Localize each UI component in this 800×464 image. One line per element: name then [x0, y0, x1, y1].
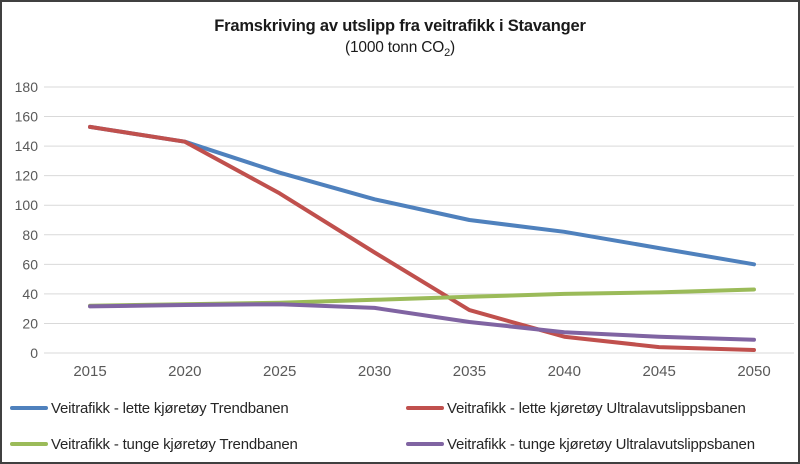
y-axis-tick-label: 60 — [22, 256, 38, 272]
x-axis-tick-label: 2030 — [358, 363, 391, 380]
y-axis-tick-label: 120 — [15, 168, 39, 184]
legend-label: Veitrafikk - lette kjøretøy Trendbanen — [51, 399, 289, 417]
y-axis-tick-label: 100 — [15, 197, 39, 213]
x-axis-tick-label: 2045 — [642, 363, 675, 380]
legend: Veitrafikk - lette kjøretøy Trendbanen Ve… — [2, 390, 798, 462]
y-axis-tick-label: 0 — [30, 345, 38, 361]
chart-title: Framskriving av utslipp fra veitrafikk i… — [214, 17, 586, 35]
y-axis-tick-label: 160 — [15, 109, 39, 125]
chart-subtitle-subscript: 2 — [444, 47, 451, 60]
legend-label: Veitrafikk - tunge kjøretøy Ultralavutsl… — [447, 435, 755, 453]
legend-line-marker — [406, 405, 444, 411]
legend-item-1: Veitrafikk - lette kjøretøy Ultralavutsl… — [406, 390, 798, 426]
series-line-3 — [88, 302, 756, 342]
series-line-0 — [88, 124, 756, 267]
legend-line-marker — [10, 441, 48, 447]
y-axis-tick-label: 140 — [15, 138, 39, 154]
x-axis-tick-label: 2050 — [737, 363, 770, 380]
x-axis-tick-label: 2015 — [73, 363, 106, 380]
legend-label: Veitrafikk - tunge kjøretøy Trendbanen — [51, 435, 298, 453]
y-axis-tick-label: 180 — [15, 79, 39, 95]
chart-subtitle: (1000 tonn CO2) — [2, 38, 798, 63]
chart-subtitle-suffix: ) — [450, 39, 455, 56]
x-axis-tick-label: 2040 — [548, 363, 581, 380]
gridlines — [44, 86, 794, 354]
y-axis-tick-label: 20 — [22, 315, 38, 331]
y-axis-tick-label: 40 — [22, 286, 38, 302]
series-line-1 — [88, 124, 756, 352]
legend-item-0: Veitrafikk - lette kjøretøy Trendbanen — [10, 390, 406, 426]
legend-item-2: Veitrafikk - tunge kjøretøy Trendbanen — [10, 426, 406, 462]
legend-line-marker — [10, 405, 48, 411]
x-axis-tick-label: 2020 — [168, 363, 201, 380]
x-axis-labels: 2015 2020 2025 2030 2035 2040 2045 2050 — [73, 363, 770, 380]
legend-label: Veitrafikk - lette kjøretøy Ultralavutsl… — [447, 399, 746, 417]
chart-subtitle-prefix: (1000 tonn CO — [345, 39, 445, 56]
chart-title-block: Framskriving av utslipp fra veitrafikk i… — [2, 16, 798, 63]
legend-line-marker — [406, 441, 444, 447]
x-axis-tick-label: 2025 — [263, 363, 296, 380]
y-axis-tick-label: 80 — [22, 227, 38, 243]
x-axis-tick-label: 2035 — [453, 363, 486, 380]
y-axis-labels: 0 20 40 60 80 100 120 140 160 180 — [15, 79, 39, 361]
legend-item-3: Veitrafikk - tunge kjøretøy Ultralavutsl… — [406, 426, 798, 462]
